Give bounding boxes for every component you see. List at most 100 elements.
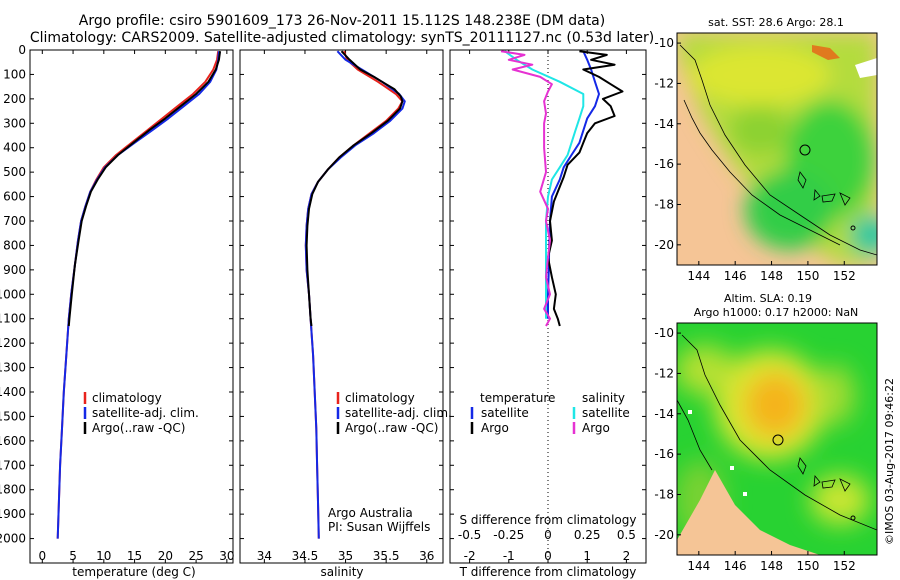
series-line-t-argo <box>547 50 624 327</box>
map-x-tick-label: 150 <box>796 559 819 573</box>
bathymetry-contour <box>679 44 877 256</box>
reef-outlines <box>797 171 851 206</box>
land-mass <box>677 470 820 555</box>
map-y-tick-label: -20 <box>654 528 674 542</box>
warm-patch <box>812 45 840 60</box>
sst-sea-field <box>677 33 877 265</box>
series-line-t-satellite <box>547 50 600 319</box>
x-tick-label: 0 <box>38 549 46 563</box>
sst-map-frame <box>676 32 878 266</box>
legend-climatology-label: climatology <box>345 391 415 405</box>
depth-tick-label: 1600 <box>0 434 26 448</box>
depth-tick-label: 1100 <box>0 312 26 326</box>
series-line-satellite-adj-clim- <box>304 50 406 539</box>
secondary-marker <box>850 225 856 231</box>
sla-map-title-line1: Altim. SLA: 0.19 <box>724 292 812 305</box>
coast-outline <box>681 334 877 531</box>
map-x-tick-label: 146 <box>724 559 747 573</box>
x-tick-label: 34.5 <box>292 549 319 563</box>
coast-outline <box>683 99 841 246</box>
salinity-annotation-line1: Argo Australia <box>328 506 413 520</box>
legend-salinity-heading: salinity <box>582 391 625 405</box>
depth-tick-label: 800 <box>3 238 26 252</box>
s-difference-label: S difference from climatology <box>460 513 637 527</box>
x-tick-label: 35.5 <box>373 549 400 563</box>
x-tick-label: 0 <box>544 549 552 563</box>
salinity-axes-box <box>239 49 444 564</box>
depth-tick-label: 600 <box>3 190 26 204</box>
difference-panel: -2 -1 0 1 2 -0.5 -0.25 0 0.25 0.5 S difference fr… <box>449 49 647 579</box>
x-tick-label: -1 <box>503 549 515 563</box>
legend-temperature-heading: temperature <box>480 391 555 405</box>
white-dot <box>688 410 692 414</box>
depth-tick-label: 1800 <box>0 483 26 497</box>
salinity-xlabel: salinity <box>320 565 363 579</box>
s-tick-label: 0 <box>544 528 552 542</box>
map-x-tick-label: 152 <box>833 559 856 573</box>
t-difference-label: T difference from climatology <box>459 565 637 579</box>
sla-map-frame <box>676 322 878 556</box>
depth-tick-label: 1300 <box>0 361 26 375</box>
map-y-tick-label: -12 <box>654 76 674 90</box>
temperature-lines <box>56 51 222 539</box>
sst-map-panel: sat. SST: 28.6 Argo: 28.1 144 146 148 150 15… <box>654 16 878 283</box>
series-line-argo-raw-qc- <box>305 50 404 327</box>
depth-tick-label: 1500 <box>0 409 26 423</box>
map-y-tick-label: -14 <box>654 117 674 131</box>
depth-tick-label: 700 <box>3 214 26 228</box>
map-x-tick-label: 144 <box>687 559 710 573</box>
s-tick-label: 0.25 <box>574 528 601 542</box>
map-x-tick-label: 152 <box>833 269 856 283</box>
legend-t-argo-label: Argo <box>481 421 509 435</box>
depth-tick-labels: 0 100 200 300 400 500 600 700 800 900 1000 1100 1200… <box>0 43 233 546</box>
s-tick-label: -0.25 <box>493 528 524 542</box>
legend-argo-label: Argo(..raw -QC) <box>345 421 438 435</box>
secondary-marker <box>850 515 856 521</box>
difference-y-ticks <box>450 49 646 540</box>
difference-legend: temperature satellite Argo salinity sate… <box>470 391 630 435</box>
legend-argo-label: Argo(..raw -QC) <box>92 421 185 435</box>
salinity-legend: climatology satellite-adj. clim. Argo(..… <box>336 391 452 435</box>
series-line-s-argo <box>500 50 553 327</box>
legend-climatology-label: climatology <box>92 391 162 405</box>
depth-tick-label: 100 <box>3 67 26 81</box>
sst-map-ticks: 144 146 148 150 152 -10 -12 -14 -16 -18 -20 <box>654 36 855 283</box>
map-y-tick-label: -16 <box>654 447 674 461</box>
map-y-tick-label: -18 <box>654 487 674 501</box>
depth-tick-label: 1200 <box>0 336 26 350</box>
x-tick-label: 20 <box>158 549 173 563</box>
x-tick-label: 35 <box>338 549 353 563</box>
depth-tick-label: 500 <box>3 165 26 179</box>
x-tick-label: 36 <box>419 549 434 563</box>
x-tick-label: 1 <box>583 549 591 563</box>
depth-tick-label: 1700 <box>0 458 26 472</box>
sst-map-title: sat. SST: 28.6 Argo: 28.1 <box>708 16 844 29</box>
temperature-legend: climatology satellite-adj. clim. Argo(..… <box>83 391 199 435</box>
white-dot <box>743 492 747 496</box>
map-x-tick-label: 150 <box>796 269 819 283</box>
x-tick-label: 2 <box>623 549 631 563</box>
salinity-y-ticks <box>240 49 443 540</box>
argo-position-marker <box>799 144 811 156</box>
white-dot <box>730 466 734 470</box>
map-x-tick-label: 146 <box>724 269 747 283</box>
legend-s-argo-label: Argo <box>582 421 610 435</box>
map-x-tick-label: 148 <box>760 269 783 283</box>
missing-data-patch <box>855 58 877 78</box>
legend-satellite-label: satellite-adj. clim. <box>92 406 199 420</box>
depth-tick-label: 1900 <box>0 507 26 521</box>
depth-tick-label: 0 <box>18 43 26 57</box>
legend-t-satellite-label: satellite <box>481 406 529 420</box>
s-tick-label: -0.5 <box>458 528 481 542</box>
x-tick-label: 5 <box>69 549 77 563</box>
map-y-tick-label: -10 <box>654 326 674 340</box>
map-y-tick-label: -20 <box>654 238 674 252</box>
series-line-climatology <box>56 51 220 539</box>
depth-tick-label: 400 <box>3 141 26 155</box>
x-tick-label: 25 <box>188 549 203 563</box>
s-tick-label: 0.5 <box>617 528 636 542</box>
sla-map-panel: Altim. SLA: 0.19 Argo h1000: 0.17 h2000:… <box>654 292 878 573</box>
x-tick-label: 30 <box>219 549 234 563</box>
map-x-tick-label: 148 <box>760 559 783 573</box>
series-line-climatology <box>304 50 404 539</box>
